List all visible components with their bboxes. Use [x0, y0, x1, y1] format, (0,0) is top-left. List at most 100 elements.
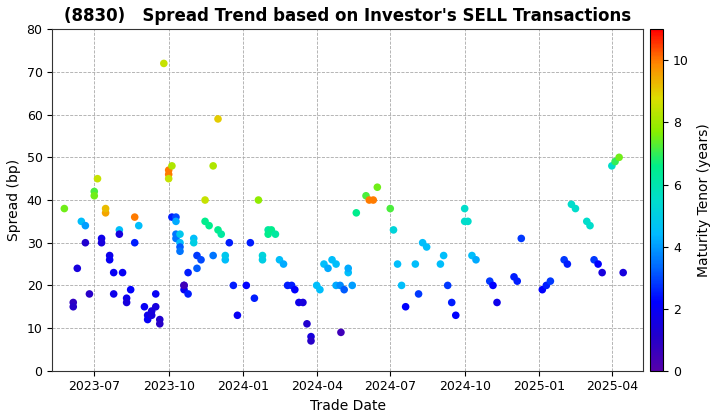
- Point: [188, 235, 199, 242]
- Point: [114, 226, 125, 233]
- Point: [282, 282, 293, 289]
- Point: [323, 265, 334, 272]
- Point: [68, 303, 79, 310]
- Point: [257, 257, 269, 263]
- Point: [613, 154, 625, 161]
- Point: [166, 214, 178, 220]
- Title: (8830)   Spread Trend based on Investor's SELL Transactions: (8830) Spread Trend based on Investor's …: [64, 7, 631, 25]
- Point: [536, 286, 548, 293]
- Point: [207, 163, 219, 169]
- Point: [336, 329, 347, 336]
- Point: [174, 231, 186, 238]
- Point: [262, 231, 274, 238]
- Point: [516, 235, 527, 242]
- Point: [121, 299, 132, 306]
- X-axis label: Trade Date: Trade Date: [310, 399, 386, 413]
- Point: [100, 210, 112, 216]
- Point: [142, 312, 153, 319]
- Point: [289, 286, 300, 293]
- Point: [334, 282, 346, 289]
- Point: [360, 192, 372, 199]
- Point: [108, 291, 120, 297]
- Point: [174, 239, 186, 246]
- Y-axis label: Maturity Tenor (years): Maturity Tenor (years): [697, 123, 711, 277]
- Point: [248, 295, 260, 302]
- Point: [318, 261, 330, 268]
- Point: [618, 269, 629, 276]
- Point: [199, 197, 211, 203]
- Point: [133, 222, 145, 229]
- Point: [450, 312, 462, 319]
- Point: [606, 163, 618, 169]
- Point: [466, 252, 477, 259]
- Point: [179, 282, 190, 289]
- Point: [367, 197, 379, 203]
- Point: [559, 257, 570, 263]
- Point: [215, 231, 227, 238]
- Point: [364, 197, 375, 203]
- Point: [89, 192, 100, 199]
- Point: [100, 205, 112, 212]
- Point: [396, 282, 408, 289]
- Point: [146, 308, 158, 315]
- Point: [188, 239, 199, 246]
- Point: [413, 291, 424, 297]
- Point: [174, 244, 186, 250]
- Point: [203, 222, 215, 229]
- Point: [446, 299, 457, 306]
- Point: [154, 316, 166, 323]
- Point: [232, 312, 243, 319]
- Point: [158, 60, 170, 67]
- Point: [96, 239, 107, 246]
- Point: [163, 175, 174, 182]
- Point: [459, 218, 470, 225]
- Point: [257, 252, 269, 259]
- Point: [80, 222, 91, 229]
- Point: [163, 167, 174, 173]
- Point: [104, 257, 115, 263]
- Point: [314, 286, 325, 293]
- Point: [114, 231, 125, 238]
- Point: [338, 286, 350, 293]
- Point: [224, 239, 235, 246]
- Point: [330, 261, 342, 268]
- Point: [609, 158, 621, 165]
- Point: [166, 163, 178, 169]
- Point: [293, 299, 305, 306]
- Point: [421, 244, 433, 250]
- Point: [491, 299, 503, 306]
- Point: [400, 303, 411, 310]
- Point: [596, 269, 608, 276]
- Point: [170, 231, 181, 238]
- Point: [240, 282, 252, 289]
- Point: [71, 265, 83, 272]
- Point: [286, 282, 297, 289]
- Point: [311, 282, 323, 289]
- Point: [212, 116, 224, 122]
- Point: [179, 286, 190, 293]
- Point: [228, 282, 239, 289]
- Point: [91, 175, 103, 182]
- Point: [170, 235, 181, 242]
- Point: [262, 226, 274, 233]
- Y-axis label: Spread (bp): Spread (bp): [7, 159, 21, 241]
- Point: [150, 303, 161, 310]
- Point: [174, 248, 186, 255]
- Point: [76, 218, 87, 225]
- Point: [297, 299, 309, 306]
- Point: [146, 312, 158, 319]
- Point: [80, 239, 91, 246]
- Point: [150, 291, 161, 297]
- Point: [89, 188, 100, 195]
- Point: [163, 171, 174, 178]
- Point: [511, 278, 523, 284]
- Point: [588, 257, 600, 263]
- Point: [142, 316, 153, 323]
- Point: [593, 261, 604, 268]
- Point: [58, 205, 70, 212]
- Point: [487, 282, 499, 289]
- Point: [459, 205, 470, 212]
- Point: [410, 261, 421, 268]
- Point: [351, 210, 362, 216]
- Point: [125, 286, 136, 293]
